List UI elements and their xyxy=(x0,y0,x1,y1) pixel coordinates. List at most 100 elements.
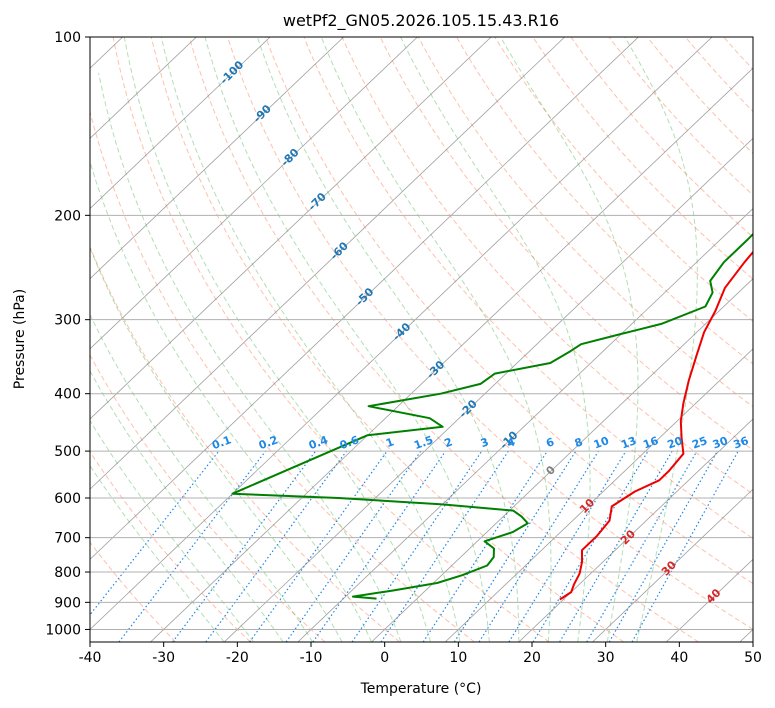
moist-adiabat xyxy=(123,37,431,642)
dry-adiabat xyxy=(341,37,753,495)
dry-adiabat xyxy=(417,37,753,408)
pressure-grid xyxy=(90,37,753,630)
mixing-ratio-label: 0.1 xyxy=(210,433,233,452)
y-tick-label: 1000 xyxy=(45,622,81,638)
x-tick-label: 10 xyxy=(449,650,467,666)
mixing-ratio-label: 0.2 xyxy=(257,433,280,452)
y-tick-label: 600 xyxy=(54,491,81,507)
mixing-ratio-label: 2 xyxy=(443,435,455,450)
dry-adiabat xyxy=(303,37,753,540)
mixing-ratio-label: 0.4 xyxy=(307,433,330,452)
isotherm-line xyxy=(90,37,197,139)
dry-adiabat xyxy=(456,37,753,365)
mixing-ratio-label: 13 xyxy=(619,434,638,451)
y-tick-label: 300 xyxy=(54,313,81,329)
mixing-ratio-line xyxy=(351,450,483,642)
mixing-ratio-line xyxy=(586,450,698,642)
isotherm-line xyxy=(297,207,753,642)
mixing-ratio-line xyxy=(478,450,600,642)
isotherm-line xyxy=(90,37,344,280)
isotherm-line xyxy=(90,37,713,630)
isotherm-line xyxy=(371,278,753,642)
x-tick-label: -40 xyxy=(79,650,102,666)
mixing-ratio-line xyxy=(90,450,220,616)
dry-adiabat xyxy=(379,37,753,451)
isotherm-line xyxy=(518,418,753,642)
moist-adiabat xyxy=(204,37,490,642)
dry-adiabat xyxy=(90,109,475,642)
mixing-ratio-label: 0.6 xyxy=(338,433,361,452)
mixing-ratio-label: 1.5 xyxy=(412,433,435,452)
moist-adiabat xyxy=(400,37,591,642)
isotherm-line xyxy=(592,488,753,642)
dry-adiabat xyxy=(227,37,753,631)
isotherm-line xyxy=(150,67,753,642)
mixing-ratio-label: 3 xyxy=(479,435,491,450)
mixing-ratio-line xyxy=(249,450,388,642)
isotherm-line xyxy=(444,348,753,642)
dewpoint-profile-line xyxy=(231,232,753,600)
dry-adiabat xyxy=(532,37,753,280)
moist-adiabat xyxy=(624,37,698,642)
y-tick-label: 900 xyxy=(54,595,81,611)
x-tick-label: 30 xyxy=(597,650,615,666)
dry-adiabat xyxy=(188,37,699,642)
plot-background xyxy=(90,37,753,642)
x-tick-label: 20 xyxy=(523,650,541,666)
mixing-ratio-label: 6 xyxy=(544,435,556,450)
dry-adiabat xyxy=(150,37,625,642)
isotherm-line xyxy=(90,37,492,420)
x-axis: -40 -30 -20 -10 0 10 20 30 40 50 xyxy=(79,642,762,666)
isotherm-line xyxy=(90,37,565,490)
dry-adiabat xyxy=(646,37,753,154)
mixing-ratio-label: 30 xyxy=(711,434,730,452)
mixing-ratio-label: 4 xyxy=(505,435,517,450)
mixing-ratio-label: 10 xyxy=(592,434,611,452)
y-axis-title: Pressure (hPa) xyxy=(12,289,28,389)
x-tick-label: -10 xyxy=(300,650,323,666)
mixing-ratio-label: 1 xyxy=(384,435,396,450)
isotherm-line xyxy=(90,37,418,350)
moist-adiabat xyxy=(90,159,372,642)
y-tick-label: 100 xyxy=(54,30,81,46)
moist-adiabat xyxy=(256,37,520,642)
mixing-ratio-line xyxy=(285,450,422,642)
plot-frame xyxy=(89,36,754,643)
dry-adiabat xyxy=(90,450,251,642)
x-tick-label: 50 xyxy=(744,650,762,666)
dry-adiabat xyxy=(112,37,550,642)
y-tick-label: 500 xyxy=(54,444,81,460)
isotherm-line xyxy=(90,37,639,560)
chart-title: wetPf2_GN05.2026.105.15.43.R16 xyxy=(283,11,559,31)
mixing-ratio-label: 25 xyxy=(690,434,709,451)
x-tick-label: -30 xyxy=(152,650,175,666)
y-tick-label: 700 xyxy=(54,531,81,547)
mixing-ratio-line xyxy=(608,450,718,642)
mixing-ratio-line xyxy=(118,450,267,642)
y-tick-label: 200 xyxy=(54,208,81,224)
mixing-ratio-line xyxy=(453,450,577,642)
dry-adiabat xyxy=(90,245,401,642)
mixing-ratio-line xyxy=(312,450,447,642)
profile-lines xyxy=(231,232,753,601)
x-tick-label: 40 xyxy=(670,650,688,666)
moist-adiabat xyxy=(320,37,552,642)
temperature-profile-line xyxy=(559,250,753,601)
mixing-ratio-line xyxy=(508,450,627,642)
moist-adiabat xyxy=(90,419,254,642)
moist-adiabat xyxy=(500,37,639,642)
mixing-ratio-label: 16 xyxy=(641,434,660,452)
isotherm-line xyxy=(223,137,753,642)
y-axis: 100 200 300 400 500 600 700 800 900 1000 xyxy=(45,30,90,638)
x-tick-label: 0 xyxy=(380,650,389,666)
moist-adiabat xyxy=(90,464,225,642)
mixing-ratio-line xyxy=(631,450,739,642)
isotherm-line xyxy=(90,37,271,210)
x-tick-label: -20 xyxy=(226,650,249,666)
dry-adiabat xyxy=(265,37,753,585)
y-tick-label: 400 xyxy=(54,387,81,403)
moist-adiabat xyxy=(98,72,402,642)
mixing-ratio-label: 36 xyxy=(732,434,751,452)
